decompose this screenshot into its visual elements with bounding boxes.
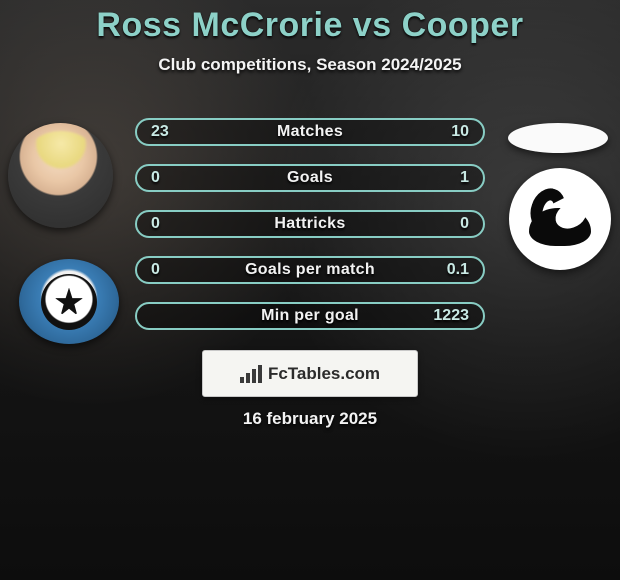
stat-row-hattricks: 0 Hattricks 0 (135, 210, 485, 238)
stat-label: Matches (277, 123, 343, 141)
comparison-card: Ross McCrorie vs Cooper Club competition… (0, 0, 620, 580)
stat-right-value: 10 (425, 123, 469, 141)
date-text: 16 february 2025 (0, 409, 620, 429)
brand-badge: FcTables.com (202, 350, 418, 397)
player1-club-badge (19, 259, 119, 344)
player1-avatar (8, 123, 113, 228)
stat-right-value: 1223 (425, 307, 469, 325)
stats-list: 23 Matches 10 0 Goals 1 0 Hattricks 0 0 … (135, 118, 485, 330)
page-title: Ross McCrorie vs Cooper (0, 6, 620, 45)
player2-avatar (508, 123, 608, 153)
stat-row-goals-per-match: 0 Goals per match 0.1 (135, 256, 485, 284)
stat-right-value: 0.1 (425, 261, 469, 279)
stat-label: Goals (287, 169, 333, 187)
stat-label: Min per goal (261, 307, 359, 325)
stat-left-value: 0 (151, 215, 195, 233)
stat-left-value: 23 (151, 123, 195, 141)
stat-left-value: 0 (151, 261, 195, 279)
stat-left-value: 0 (151, 169, 195, 187)
stat-row-matches: 23 Matches 10 (135, 118, 485, 146)
stat-row-goals: 0 Goals 1 (135, 164, 485, 192)
player2-club-badge (509, 168, 611, 270)
brand-text: FcTables.com (268, 364, 380, 384)
stat-right-value: 1 (425, 169, 469, 187)
subtitle: Club competitions, Season 2024/2025 (0, 55, 620, 75)
bar-chart-icon (240, 365, 262, 383)
stat-label: Hattricks (274, 215, 345, 233)
stat-right-value: 0 (425, 215, 469, 233)
swan-icon (525, 184, 595, 254)
stat-label: Goals per match (245, 261, 375, 279)
stat-row-min-per-goal: Min per goal 1223 (135, 302, 485, 330)
